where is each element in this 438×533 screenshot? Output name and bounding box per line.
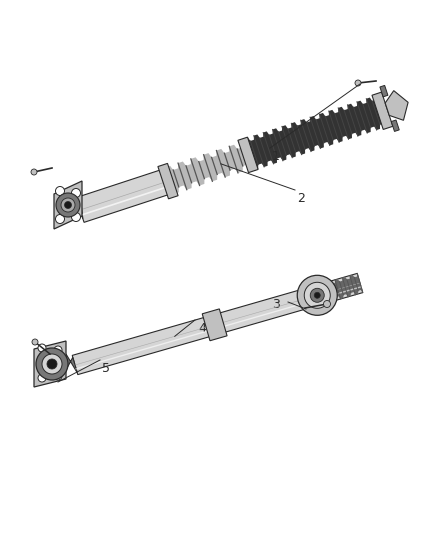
Circle shape	[56, 193, 80, 217]
Polygon shape	[34, 341, 66, 387]
Polygon shape	[165, 142, 251, 194]
Circle shape	[61, 198, 75, 212]
Circle shape	[304, 282, 330, 308]
Polygon shape	[380, 85, 388, 97]
Polygon shape	[54, 181, 82, 229]
Circle shape	[54, 372, 62, 380]
Polygon shape	[202, 309, 227, 341]
Text: 4: 4	[198, 322, 206, 335]
Circle shape	[314, 292, 320, 298]
Circle shape	[56, 214, 64, 223]
Text: 1: 1	[272, 150, 280, 163]
Circle shape	[324, 301, 331, 308]
Polygon shape	[320, 273, 363, 303]
Circle shape	[310, 288, 324, 302]
Circle shape	[42, 354, 62, 374]
Circle shape	[38, 374, 46, 382]
Text: 5: 5	[102, 362, 110, 375]
Circle shape	[32, 339, 38, 345]
Circle shape	[47, 359, 57, 369]
Polygon shape	[372, 92, 393, 130]
Circle shape	[31, 169, 37, 175]
Polygon shape	[158, 164, 178, 199]
Polygon shape	[72, 273, 363, 375]
Circle shape	[54, 346, 62, 354]
Polygon shape	[66, 354, 77, 373]
Polygon shape	[77, 195, 83, 219]
Circle shape	[36, 348, 68, 380]
Circle shape	[64, 201, 71, 208]
Circle shape	[355, 80, 361, 86]
Circle shape	[71, 213, 81, 222]
Circle shape	[71, 189, 81, 198]
Circle shape	[38, 344, 46, 352]
Polygon shape	[244, 95, 386, 170]
Text: 3: 3	[272, 298, 280, 311]
Text: 2: 2	[297, 192, 305, 205]
Polygon shape	[391, 120, 399, 132]
Polygon shape	[76, 168, 173, 222]
Circle shape	[56, 187, 64, 196]
Polygon shape	[385, 91, 408, 120]
Polygon shape	[238, 137, 258, 173]
Circle shape	[297, 276, 337, 316]
